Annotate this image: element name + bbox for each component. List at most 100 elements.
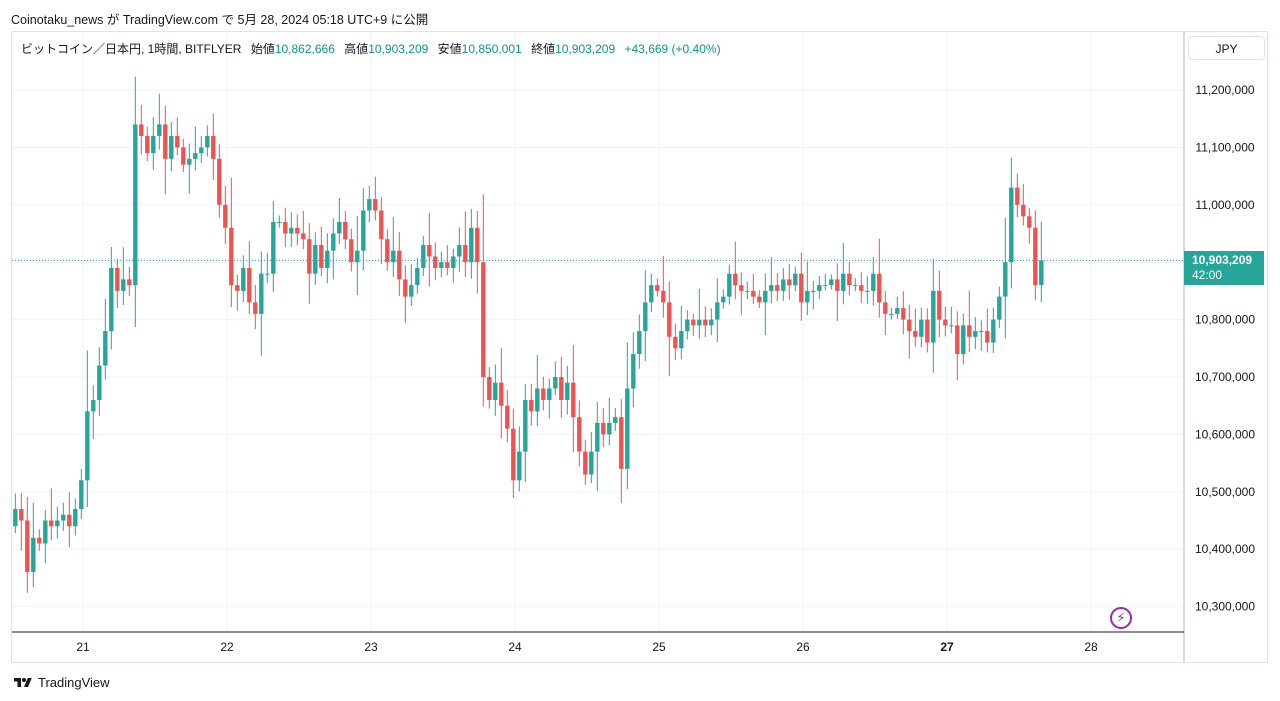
- candle[interactable]: [343, 210, 348, 250]
- candle[interactable]: [199, 136, 204, 163]
- candle[interactable]: [13, 493, 18, 534]
- candle[interactable]: [133, 76, 138, 327]
- candle[interactable]: [391, 217, 396, 277]
- chart-frame[interactable]: [11, 31, 1268, 663]
- candle[interactable]: [169, 121, 174, 172]
- candle[interactable]: [271, 201, 276, 292]
- candle[interactable]: [985, 308, 990, 353]
- candle[interactable]: [529, 383, 534, 426]
- candle[interactable]: [289, 212, 294, 247]
- candle[interactable]: [937, 270, 942, 338]
- candle[interactable]: [127, 266, 132, 297]
- candle[interactable]: [37, 529, 42, 551]
- candle[interactable]: [547, 378, 552, 419]
- candle[interactable]: [817, 275, 822, 299]
- candle[interactable]: [487, 367, 492, 409]
- candle[interactable]: [991, 307, 996, 354]
- candle[interactable]: [403, 265, 408, 323]
- candle[interactable]: [181, 138, 186, 173]
- candle[interactable]: [823, 273, 828, 291]
- candle[interactable]: [439, 251, 444, 278]
- candle[interactable]: [55, 506, 60, 539]
- candle[interactable]: [313, 232, 318, 285]
- candle[interactable]: [883, 291, 888, 335]
- candle[interactable]: [121, 247, 126, 305]
- candle[interactable]: [673, 323, 678, 360]
- candle[interactable]: [433, 242, 438, 281]
- candle[interactable]: [667, 281, 672, 376]
- candle[interactable]: [631, 332, 636, 408]
- candle[interactable]: [367, 185, 372, 223]
- candle[interactable]: [685, 310, 690, 340]
- candle[interactable]: [493, 364, 498, 416]
- candle[interactable]: [385, 229, 390, 271]
- candle[interactable]: [67, 492, 72, 548]
- candle[interactable]: [781, 268, 786, 301]
- candle[interactable]: [337, 198, 342, 244]
- candle[interactable]: [235, 274, 240, 311]
- candle[interactable]: [841, 242, 846, 305]
- candle[interactable]: [535, 354, 540, 427]
- candle[interactable]: [997, 286, 1002, 329]
- candle[interactable]: [157, 93, 162, 150]
- candle[interactable]: [775, 273, 780, 302]
- candle[interactable]: [853, 278, 858, 292]
- candle[interactable]: [847, 261, 852, 296]
- candle[interactable]: [397, 231, 402, 296]
- candle[interactable]: [421, 235, 426, 276]
- candle[interactable]: [307, 223, 312, 304]
- candle[interactable]: [601, 408, 606, 448]
- candle[interactable]: [295, 214, 300, 246]
- currency-button[interactable]: JPY: [1188, 36, 1265, 60]
- candle[interactable]: [589, 431, 594, 484]
- candle[interactable]: [949, 306, 954, 334]
- candle[interactable]: [709, 308, 714, 336]
- candle[interactable]: [103, 298, 108, 380]
- candle[interactable]: [463, 211, 468, 277]
- candle[interactable]: [679, 305, 684, 360]
- candle[interactable]: [319, 226, 324, 276]
- candle[interactable]: [193, 126, 198, 171]
- candle[interactable]: [829, 274, 834, 290]
- candle[interactable]: [931, 258, 936, 373]
- candle[interactable]: [811, 281, 816, 310]
- candle[interactable]: [895, 296, 900, 319]
- candle[interactable]: [451, 248, 456, 283]
- candle[interactable]: [481, 194, 486, 407]
- candle[interactable]: [43, 509, 48, 564]
- candle[interactable]: [79, 469, 84, 519]
- candle[interactable]: [109, 247, 114, 350]
- candle[interactable]: [1027, 207, 1032, 244]
- candle[interactable]: [595, 402, 600, 491]
- candle[interactable]: [577, 400, 582, 467]
- candle[interactable]: [757, 290, 762, 309]
- candle[interactable]: [979, 320, 984, 351]
- candle[interactable]: [265, 252, 270, 283]
- candle[interactable]: [565, 365, 570, 415]
- candle[interactable]: [607, 397, 612, 446]
- candle[interactable]: [511, 408, 516, 498]
- candle[interactable]: [901, 291, 906, 335]
- candle[interactable]: [799, 252, 804, 321]
- candle[interactable]: [115, 258, 120, 309]
- candle[interactable]: [865, 276, 870, 304]
- candle[interactable]: [187, 143, 192, 194]
- candle[interactable]: [283, 207, 288, 247]
- candle[interactable]: [715, 278, 720, 342]
- candle[interactable]: [913, 308, 918, 347]
- candle[interactable]: [499, 347, 504, 439]
- candle[interactable]: [505, 390, 510, 443]
- candle[interactable]: [415, 258, 420, 294]
- candle[interactable]: [163, 105, 168, 195]
- candle[interactable]: [919, 307, 924, 348]
- candle[interactable]: [331, 218, 336, 280]
- candle[interactable]: [457, 227, 462, 272]
- candle[interactable]: [1015, 173, 1020, 218]
- candle[interactable]: [961, 313, 966, 365]
- candle[interactable]: [361, 188, 366, 271]
- candle[interactable]: [1033, 210, 1038, 301]
- candle[interactable]: [427, 212, 432, 287]
- candle[interactable]: [1009, 157, 1014, 289]
- candle[interactable]: [409, 264, 414, 306]
- candle[interactable]: [349, 228, 354, 272]
